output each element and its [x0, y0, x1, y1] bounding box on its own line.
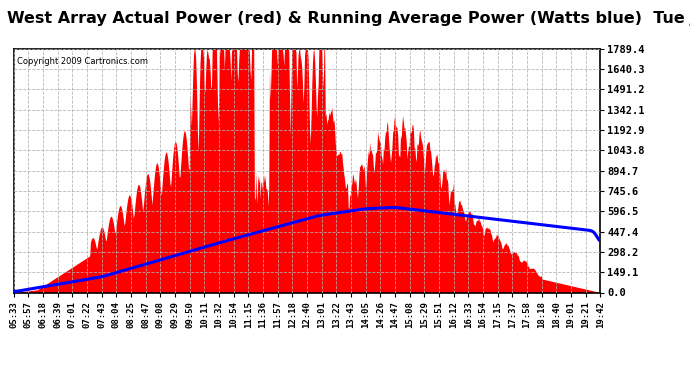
Text: Copyright 2009 Cartronics.com: Copyright 2009 Cartronics.com	[17, 57, 148, 66]
Text: West Array Actual Power (red) & Running Average Power (Watts blue)  Tue Jul 21 1: West Array Actual Power (red) & Running …	[7, 11, 690, 26]
